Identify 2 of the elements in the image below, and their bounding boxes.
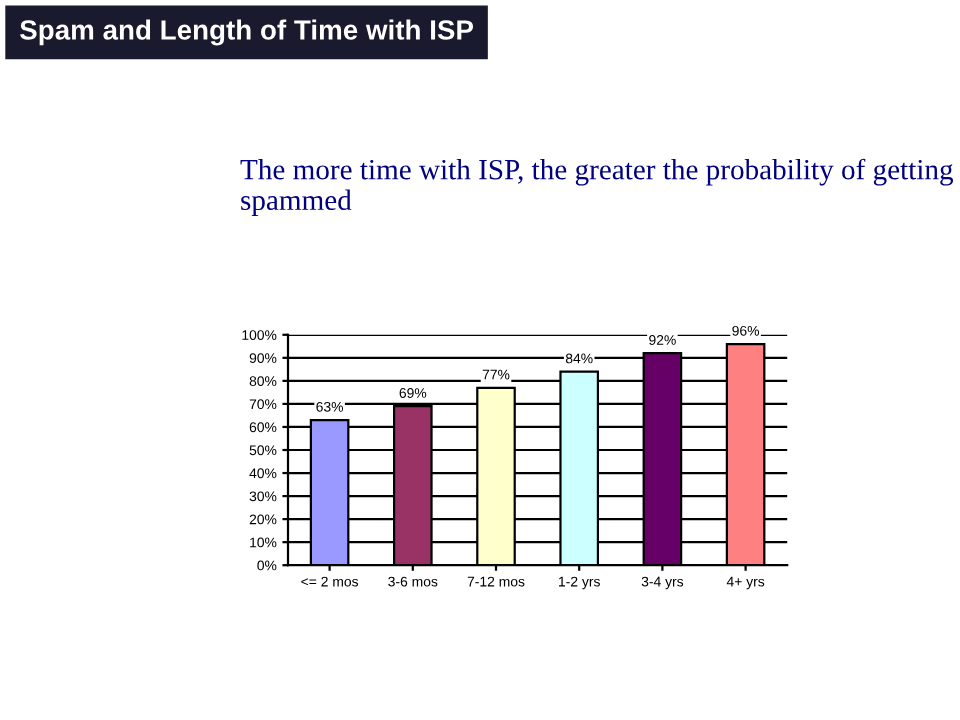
chart-title: Spam and Length of Time with ISP (20, 19, 474, 46)
chart-subtitle: The more time with ISP, the greater the probability of getting spammed (240, 158, 954, 216)
